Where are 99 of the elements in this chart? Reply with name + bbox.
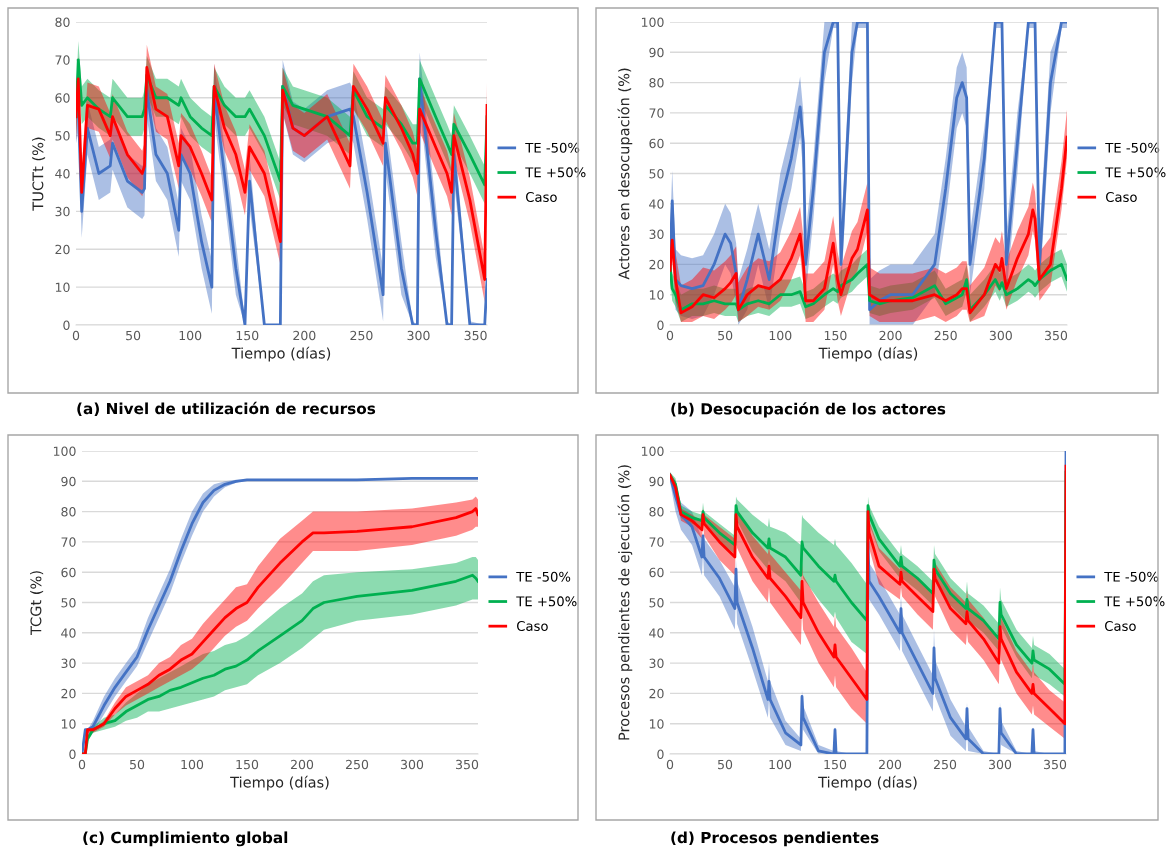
x-tick-label: 150 [236, 330, 259, 341]
y-tick-label: 100 [53, 446, 76, 456]
y-tick-label: 100 [641, 17, 664, 27]
x-tick-label: 200 [290, 759, 314, 770]
y-tick-label: 60 [649, 567, 664, 578]
legend-label: Caso [1105, 620, 1136, 631]
y-tick-label: 90 [61, 476, 76, 487]
legend-label: TE -50% [1104, 571, 1159, 582]
y-tick-label: 70 [55, 55, 70, 65]
y-tick-label: 0 [69, 749, 76, 759]
y-axis-title: Actores en desocupación (%) [617, 68, 633, 280]
x-tick-label: 100 [769, 759, 792, 770]
y-tick-label: 60 [61, 567, 76, 578]
y-tick-label: 10 [649, 290, 664, 300]
y-tick-label: 80 [649, 78, 664, 88]
x-tick-label: 0 [666, 759, 674, 770]
y-tick-label: 10 [649, 719, 664, 729]
x-tick-label: 0 [666, 330, 674, 341]
legend-label: Caso [526, 191, 557, 202]
line-series [670, 135, 1067, 315]
y-tick-label: 40 [55, 168, 70, 179]
y-tick-label: 30 [649, 229, 664, 240]
legend-label: Caso [1106, 191, 1137, 202]
x-tick-label: 300 [401, 759, 424, 770]
x-tick-label: 350 [464, 330, 487, 341]
x-tick-label: 300 [407, 330, 430, 341]
x-axis-title: Tiempo (días) [231, 346, 331, 362]
x-tick-label: 200 [293, 330, 316, 341]
text: (c) Cumplimiento global [83, 831, 288, 847]
x-tick-label: 50 [126, 330, 141, 341]
y-tick-label: 80 [649, 507, 664, 517]
y-tick-label: 40 [649, 628, 664, 638]
x-tick-label: 250 [350, 330, 373, 341]
x-tick-label: 350 [456, 759, 479, 770]
x-tick-label: 50 [718, 330, 733, 341]
y-axis-title: TCGt (%) [30, 571, 44, 636]
y-tick-label: 90 [649, 47, 664, 58]
x-tick-label: 100 [179, 330, 202, 341]
y-tick-label: 40 [61, 628, 76, 638]
legend-label: TE +50% [516, 596, 577, 607]
x-tick-label: 200 [879, 330, 902, 341]
y-tick-label: 80 [61, 507, 76, 517]
x-tick-label: 100 [769, 330, 792, 341]
y-tick-label: 70 [649, 537, 664, 547]
legend-label: TE +50% [1104, 596, 1165, 607]
y-tick-label: 20 [649, 688, 664, 699]
legend-label: TE +50% [1105, 167, 1166, 178]
line-series [76, 66, 487, 281]
y-tick-label: 60 [55, 93, 70, 103]
y-tick-label: 20 [61, 688, 76, 699]
y-tick-label: 30 [61, 658, 76, 669]
x-tick-label: 250 [345, 759, 369, 770]
x-tick-label: 50 [718, 759, 733, 770]
text: (a) Nivel de utilización de recursos [77, 401, 376, 417]
y-tick-label: 20 [649, 259, 664, 270]
x-tick-label: 150 [824, 759, 847, 770]
text: (b) Desocupación de los actores [671, 402, 946, 418]
y-axis-title: TUCTt (%) [32, 137, 46, 211]
y-tick-label: 50 [61, 597, 76, 608]
legend-label: TE -50% [1105, 142, 1160, 153]
x-tick-label: 300 [989, 330, 1012, 341]
y-tick-label: 40 [649, 199, 664, 209]
x-tick-label: 150 [824, 330, 847, 341]
y-tick-label: 0 [657, 749, 664, 759]
y-tick-label: 0 [657, 320, 664, 330]
y-tick-label: 100 [641, 446, 664, 456]
legend-label: TE -50% [516, 571, 571, 582]
y-axis-title: Procesos pendientes de ejecución (%) [617, 465, 633, 740]
y-tick-label: 30 [649, 658, 664, 669]
x-axis-title: Tiempo (días) [818, 346, 918, 362]
y-tick-label: 60 [649, 138, 664, 149]
x-tick-label: 350 [1044, 759, 1067, 770]
y-tick-label: 10 [55, 282, 70, 293]
x-axis-title: Tiempo (días) [230, 775, 329, 791]
x-tick-label: 0 [78, 759, 86, 770]
text: (d) Procesos pendientes [671, 831, 879, 847]
y-tick-label: 70 [649, 108, 664, 118]
x-axis-title: Tiempo (días) [818, 775, 917, 791]
y-tick-label: 10 [61, 719, 76, 729]
y-tick-label: 20 [55, 244, 70, 255]
legend-label: Caso [517, 620, 548, 631]
x-tick-label: 250 [933, 759, 957, 770]
y-tick-label: 0 [63, 320, 70, 330]
x-tick-label: 250 [934, 330, 957, 341]
x-tick-label: 300 [989, 759, 1012, 770]
x-tick-label: 50 [130, 759, 145, 770]
y-tick-label: 70 [61, 537, 76, 547]
y-tick-label: 90 [649, 476, 664, 487]
y-tick-label: 50 [55, 131, 70, 141]
y-tick-label: 30 [55, 206, 70, 217]
x-tick-label: 350 [1045, 330, 1068, 341]
legend-label: TE +50% [525, 167, 586, 178]
x-tick-label: 100 [181, 759, 204, 770]
x-tick-label: 200 [878, 759, 902, 770]
legend-label: TE -50% [525, 142, 580, 153]
y-tick-label: 50 [649, 597, 664, 608]
x-tick-label: 150 [236, 759, 259, 770]
y-tick-label: 80 [55, 17, 70, 27]
y-tick-label: 50 [649, 168, 664, 179]
